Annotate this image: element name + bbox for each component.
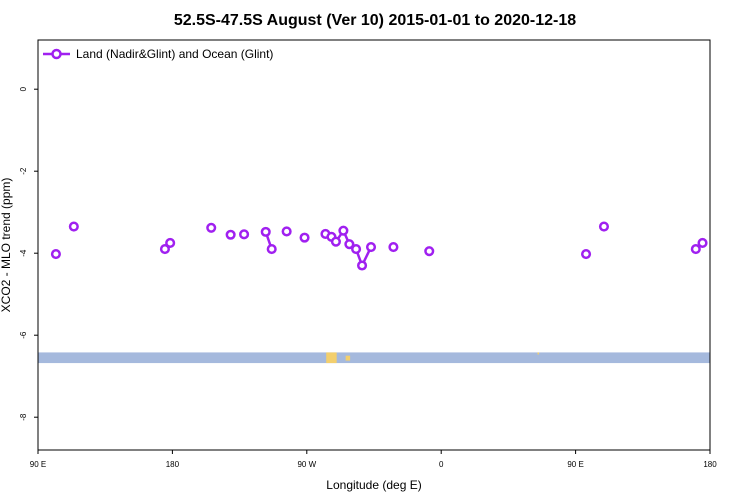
y-axis-ticks: 0 -2 -4 -6 -8 xyxy=(19,86,38,421)
x-tick-label-2: 90 W xyxy=(297,460,316,469)
x-tick-label-4: 90 E xyxy=(567,460,583,469)
data-point-1 xyxy=(68,221,79,232)
y-axis-label: XCO2 - MLO trend (ppm) xyxy=(0,178,13,313)
y-tick-label-1: -2 xyxy=(19,167,28,175)
series-layer xyxy=(50,221,708,271)
data-point-22 xyxy=(598,221,610,232)
data-point-0 xyxy=(50,248,61,260)
data-point-4 xyxy=(206,222,217,233)
plot-frame xyxy=(37,39,711,451)
y-tick-label-0: 0 xyxy=(19,86,28,91)
data-point-21 xyxy=(581,248,592,260)
data-point-14 xyxy=(338,225,349,236)
data-point-17 xyxy=(357,260,368,271)
legend-marker-swatch xyxy=(51,48,62,60)
land-patch-0 xyxy=(326,352,337,364)
data-point-24 xyxy=(697,237,708,248)
data-point-23 xyxy=(690,244,701,255)
land-patch-2 xyxy=(537,352,540,355)
data-point-3 xyxy=(165,237,176,248)
data-point-2 xyxy=(159,244,170,255)
chart-title: 52.5S-47.5S August (Ver 10) 2015-01-01 t… xyxy=(174,12,576,29)
data-point-16 xyxy=(351,244,362,255)
data-point-9 xyxy=(281,226,292,237)
x-tick-label-3: 0 xyxy=(439,460,444,469)
data-point-5 xyxy=(225,229,236,240)
legend-label: Land (Nadir&Glint) and Ocean (Glint) xyxy=(76,47,273,61)
data-point-15 xyxy=(344,239,355,250)
data-point-18 xyxy=(365,242,377,253)
x-axis-ticks: 90 E 180 90 W 0 90 E 180 xyxy=(30,450,717,469)
data-point-7 xyxy=(260,226,271,237)
data-point-6 xyxy=(239,229,250,240)
y-tick-label-2: -4 xyxy=(19,249,28,257)
y-tick-label-3: -6 xyxy=(19,331,28,339)
x-tick-label-0: 90 E xyxy=(30,460,46,469)
x-axis-label: Longitude (deg E) xyxy=(326,478,421,492)
ocean-strip xyxy=(38,352,710,364)
data-point-19 xyxy=(388,242,399,253)
x-tick-label-5: 180 xyxy=(703,460,717,469)
map-strip xyxy=(38,352,710,364)
data-point-10 xyxy=(299,232,310,243)
data-point-20 xyxy=(424,246,435,257)
legend: Land (Nadir&Glint) and Ocean (Glint) xyxy=(43,47,273,61)
y-tick-label-4: -8 xyxy=(19,413,28,421)
data-point-8 xyxy=(266,244,277,255)
x-tick-label-1: 180 xyxy=(166,460,180,469)
land-patch-1 xyxy=(345,355,351,361)
data-point-13 xyxy=(330,236,341,247)
